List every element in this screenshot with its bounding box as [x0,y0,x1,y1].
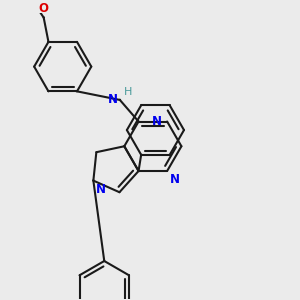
Text: N: N [170,173,180,186]
Text: N: N [152,115,161,128]
Text: N: N [96,184,106,196]
Text: N: N [108,93,118,106]
Text: H: H [124,87,132,97]
Text: O: O [39,2,49,15]
